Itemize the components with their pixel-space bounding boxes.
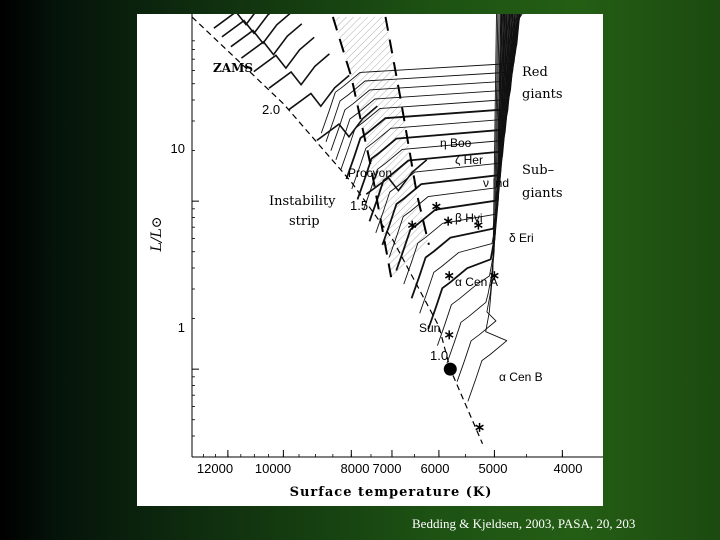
hr-diagram: ZAMS Red giants Sub– giants Instability …	[149, 14, 603, 500]
star-marker-stroke	[490, 272, 499, 279]
massive-track	[240, 23, 303, 59]
star-label-delta-eri: δ Eri	[509, 231, 534, 245]
evolutionary-track	[330, 14, 523, 151]
x-tick-label-10000: 10000	[255, 461, 291, 476]
star-marker-stroke	[474, 222, 483, 229]
y-tick-label-1: 1	[178, 320, 185, 335]
massive-track	[288, 74, 350, 111]
star-marker-stroke	[444, 272, 454, 279]
evolutionary-track	[340, 14, 520, 170]
massive-track	[221, 14, 271, 38]
region-label-sub: Sub–	[522, 163, 554, 178]
sun-marker	[443, 362, 457, 376]
x-axis-label: Surface temperature (K)	[290, 485, 493, 500]
star-marker	[490, 271, 499, 281]
star-label-zeta-her: ζ Her	[455, 153, 483, 167]
star-marker	[444, 330, 454, 340]
star-label-nu-ind: ν Ind	[483, 176, 509, 190]
star-label-sun: Sun	[419, 321, 440, 335]
y-tick-label-10: 10	[171, 141, 185, 156]
star-marker	[443, 216, 453, 226]
x-tick-label-4000: 4000	[554, 461, 583, 476]
instability-strip-blue-edge	[331, 16, 393, 283]
chart-panel: ZAMS Red giants Sub– giants Instability …	[137, 14, 603, 506]
mass-label-1-0: 1.0	[430, 348, 448, 363]
star-label-beta-hyi: β Hyi	[455, 211, 483, 225]
massive-track	[365, 159, 428, 195]
region-label-subgiants: giants	[522, 186, 563, 201]
star-marker-stroke	[444, 331, 454, 338]
massive-track	[213, 14, 255, 29]
y-axis-label: L/L⊙	[149, 216, 165, 252]
star-label-eta-boo: η Boo	[440, 136, 472, 150]
star-marker-stroke	[432, 203, 441, 210]
massive-track	[316, 105, 378, 142]
zams-line	[192, 16, 484, 444]
evolutionary-track	[467, 14, 508, 402]
evolutionary-track	[325, 14, 524, 142]
star-label-alpha-cen-a: α Cen A	[455, 275, 498, 289]
x-tick-label-6000: 6000	[421, 461, 450, 476]
star-marker-stroke	[407, 222, 417, 229]
region-label-zams: ZAMS	[213, 61, 253, 75]
star-marker-stroke	[443, 218, 453, 225]
massive-track	[253, 36, 315, 73]
region-label-instability: Instability	[269, 194, 336, 209]
region-label-giants: giants	[522, 87, 563, 102]
region-label-strip: strip	[289, 214, 320, 229]
evolutionary-track	[456, 14, 499, 382]
instability-strip-region	[332, 16, 429, 283]
x-tick-label-7000: 7000	[373, 461, 402, 476]
citation-text: Bedding & Kjeldsen, 2003, PASA, 20, 203	[412, 516, 636, 531]
evolutionary-track	[320, 14, 525, 134]
star-label-alpha-cen-b: α Cen B	[499, 370, 543, 384]
mass-label-2-0: 2.0	[262, 102, 280, 117]
star-marker-stroke	[475, 424, 484, 431]
star-marker	[407, 220, 417, 230]
star-marker	[474, 220, 483, 230]
mass-label-1-5: 1.5	[350, 198, 368, 213]
massive-track	[230, 14, 291, 48]
x-tick-label-12000: 12000	[197, 461, 233, 476]
x-tick-label-8000: 8000	[341, 461, 370, 476]
x-tick-label-5000: 5000	[479, 461, 508, 476]
star-marker	[444, 271, 454, 281]
star-marker	[475, 422, 484, 432]
massive-track	[268, 53, 330, 89]
region-label-red: Red	[522, 65, 548, 80]
star-label-procyon: Procyon	[348, 166, 392, 180]
star-marker	[432, 201, 441, 211]
